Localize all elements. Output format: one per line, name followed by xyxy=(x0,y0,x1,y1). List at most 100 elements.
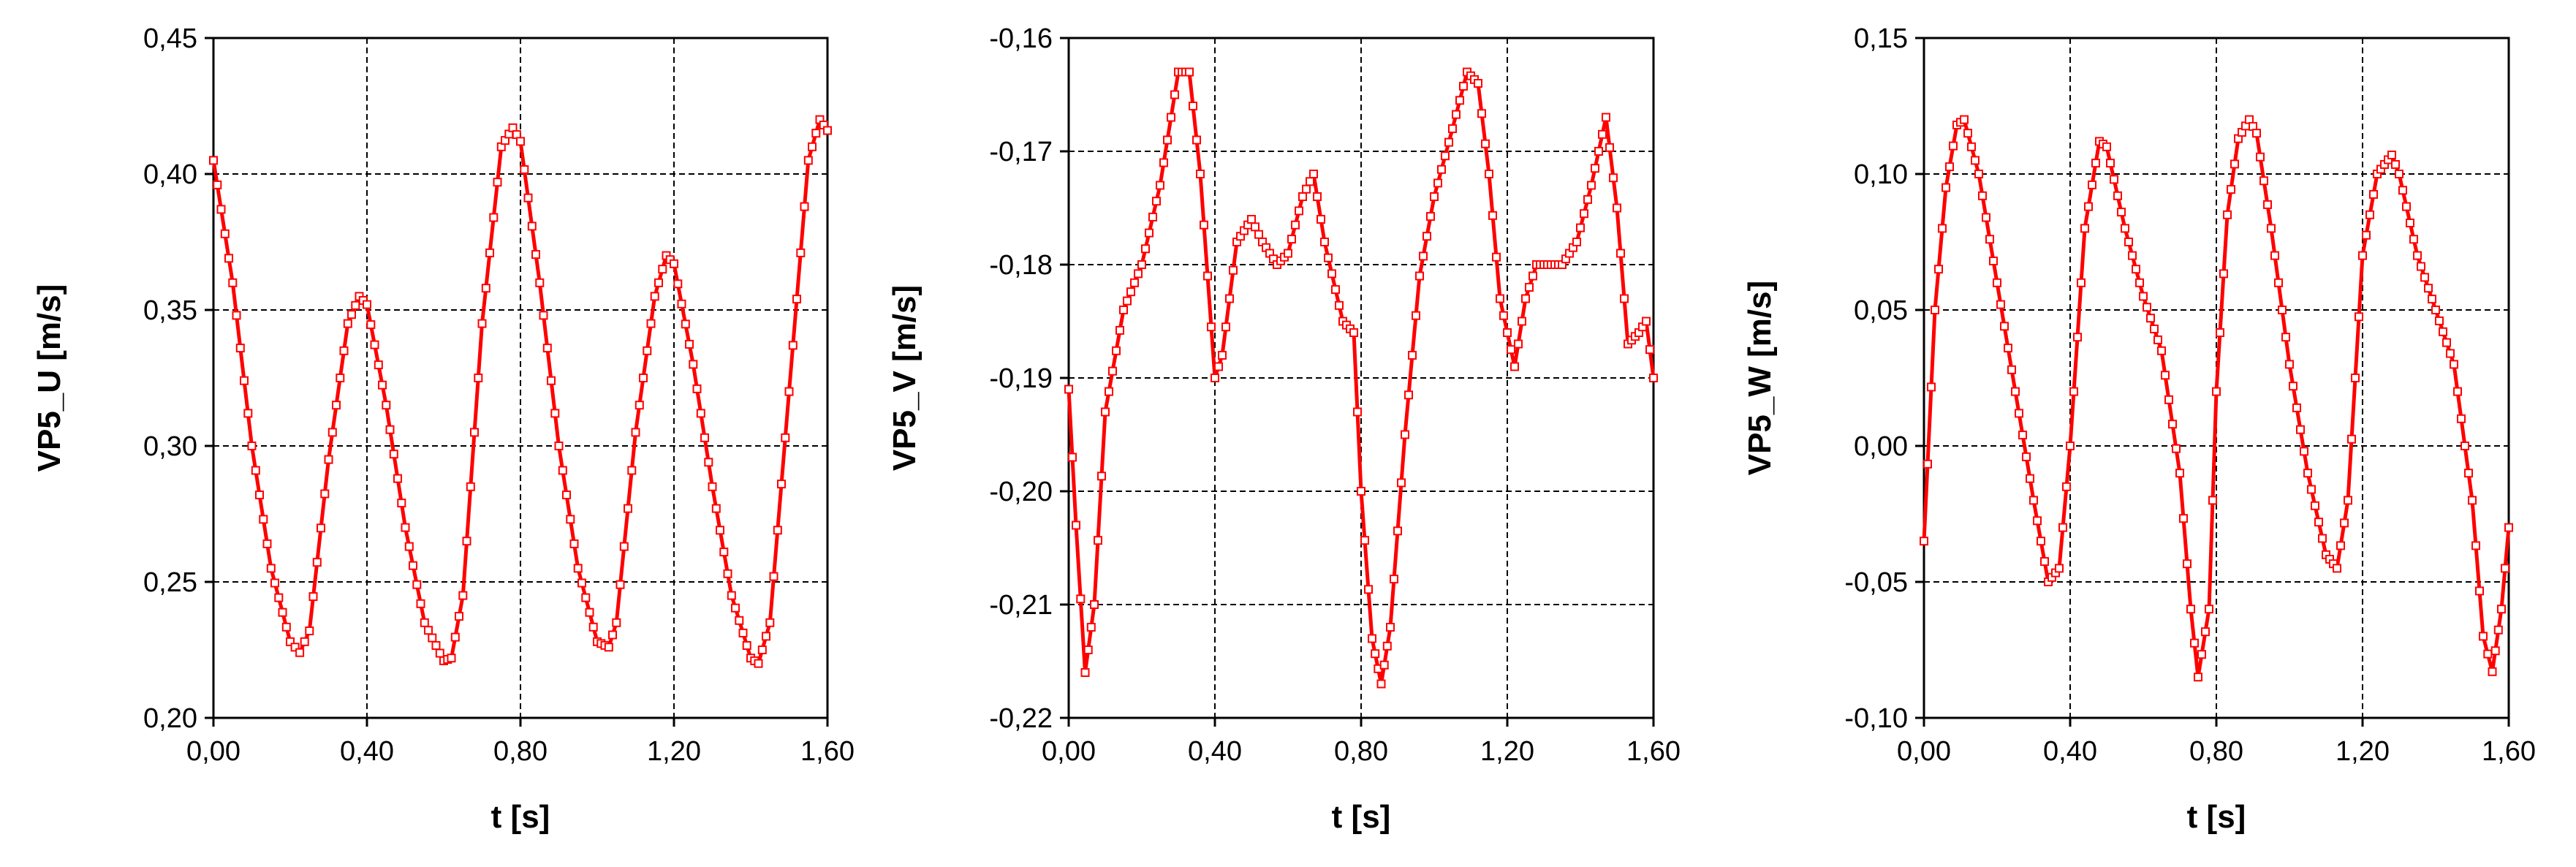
data-point-marker xyxy=(1368,634,1376,643)
data-point-marker xyxy=(2022,452,2031,461)
x-axis-label: t [s] xyxy=(2187,799,2246,835)
data-point-marker xyxy=(278,607,287,617)
data-point-marker xyxy=(1214,362,1223,371)
data-point-marker xyxy=(2270,251,2279,260)
data-point-marker xyxy=(431,641,441,650)
data-point-marker xyxy=(1455,96,1464,105)
data-point-marker xyxy=(1360,536,1369,545)
x-tick-label: 0,40 xyxy=(340,736,394,767)
data-point-marker xyxy=(450,632,460,642)
data-point-marker xyxy=(251,466,260,475)
data-point-marker xyxy=(1097,472,1106,481)
data-point-marker xyxy=(466,482,475,491)
data-point-marker xyxy=(2442,338,2451,347)
data-point-marker xyxy=(240,376,249,385)
data-point-marker xyxy=(2208,496,2217,505)
data-point-marker xyxy=(1145,228,1153,238)
data-point-marker xyxy=(235,344,245,353)
data-point-marker xyxy=(1945,162,1954,172)
data-point-marker xyxy=(1295,206,1303,216)
y-tick-label: 0,30 xyxy=(143,431,197,462)
data-point-marker xyxy=(1444,137,1453,147)
data-point-marker xyxy=(523,193,533,202)
data-point-marker xyxy=(1163,135,1172,145)
data-point-marker xyxy=(339,346,349,355)
data-point-marker xyxy=(566,515,575,524)
data-point-marker xyxy=(290,643,300,652)
data-point-marker xyxy=(569,539,579,548)
data-point-marker xyxy=(1993,278,2001,287)
data-point-marker xyxy=(1645,345,1654,355)
data-point-marker xyxy=(2088,180,2096,189)
data-point-marker xyxy=(711,504,721,513)
data-point-marker xyxy=(1112,346,1121,355)
data-point-marker xyxy=(1200,220,1208,230)
data-point-marker xyxy=(1115,325,1124,335)
data-point-marker xyxy=(2058,523,2067,532)
data-point-marker xyxy=(634,401,644,410)
data-point-marker xyxy=(2296,425,2305,434)
data-point-marker xyxy=(615,580,625,589)
data-point-marker xyxy=(363,300,371,309)
y-tick-label: 0,40 xyxy=(143,159,197,190)
data-point-marker xyxy=(2073,333,2082,342)
x-tick-label: 0,00 xyxy=(1897,736,1951,767)
data-point-marker xyxy=(716,526,724,535)
data-point-marker xyxy=(2504,523,2513,532)
data-point-marker xyxy=(1302,184,1311,194)
data-point-marker xyxy=(462,537,471,546)
data-point-marker xyxy=(1620,294,1629,303)
data-point-marker xyxy=(1376,679,1386,689)
data-point-marker xyxy=(1430,192,1439,201)
data-point-marker xyxy=(320,489,330,499)
data-point-marker xyxy=(447,654,456,663)
data-point-marker xyxy=(631,428,640,437)
y-tick-label: -0,20 xyxy=(989,477,1053,507)
data-point-marker xyxy=(608,630,617,640)
data-point-marker xyxy=(1320,238,1329,246)
data-point-marker xyxy=(2219,269,2228,279)
data-point-marker xyxy=(1613,203,1621,213)
data-point-marker xyxy=(1985,235,1994,244)
data-point-marker xyxy=(1353,407,1362,417)
data-point-marker xyxy=(1525,283,1534,292)
data-point-marker xyxy=(1408,351,1417,360)
data-point-marker xyxy=(1068,453,1077,462)
data-point-marker xyxy=(2395,170,2403,178)
data-point-marker xyxy=(2468,496,2477,505)
data-point-marker xyxy=(1974,170,1983,178)
data-point-marker xyxy=(2490,646,2500,656)
data-point-marker xyxy=(757,645,767,654)
data-point-marker xyxy=(2106,159,2115,168)
data-point-marker xyxy=(374,360,383,370)
data-point-marker xyxy=(420,618,429,627)
data-point-marker xyxy=(1433,178,1442,188)
data-point-marker xyxy=(2256,152,2265,162)
data-point-marker xyxy=(474,374,483,382)
data-point-marker xyxy=(1393,526,1402,536)
data-point-marker xyxy=(1492,252,1501,262)
data-point-marker xyxy=(1437,164,1446,174)
data-point-marker xyxy=(2230,159,2239,169)
data-point-marker xyxy=(485,248,494,257)
subplot-u-velocity: 0,00 0,40 0,80 1,20 1,60 0,20 0,25 0,30 0,35 0,40… xyxy=(31,23,855,835)
data-point-marker xyxy=(2292,403,2301,412)
data-point-marker xyxy=(2344,496,2352,505)
y-tick-label: -0,19 xyxy=(989,363,1053,394)
data-point-marker xyxy=(792,295,801,304)
data-point-marker xyxy=(1404,390,1413,400)
data-point-marker xyxy=(1415,271,1424,281)
y-tick-label: 0,10 xyxy=(1854,159,1908,190)
data-point-marker xyxy=(639,374,648,382)
data-point-marker xyxy=(692,384,702,393)
data-point-marker xyxy=(366,320,376,330)
data-point-marker xyxy=(2497,605,2506,614)
y-tick-label: 0,25 xyxy=(143,567,197,598)
data-point-marker xyxy=(1094,536,1102,545)
data-point-marker xyxy=(2281,333,2290,342)
data-point-marker xyxy=(2091,159,2100,168)
data-point-marker xyxy=(658,265,667,274)
data-point-marker xyxy=(531,250,540,260)
data-point-marker xyxy=(343,319,352,328)
